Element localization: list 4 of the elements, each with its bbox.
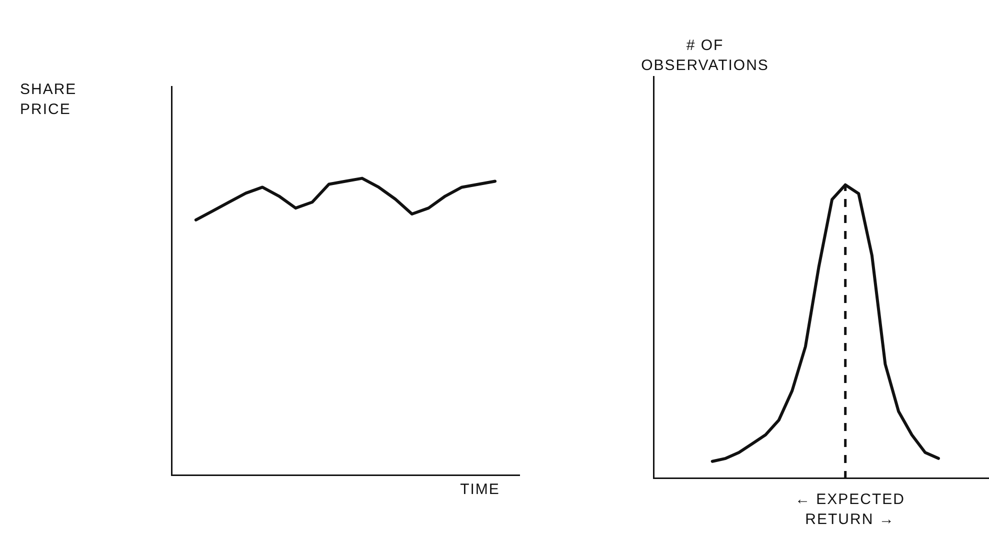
x-axis-title: TIME <box>459 480 501 500</box>
y-axis-title: # OF OBSERVATIONS <box>640 36 770 76</box>
y-axis-title: SHARE PRICE <box>20 80 78 120</box>
x-axis-title: ← EXPECTED RETURN → <box>794 490 906 530</box>
